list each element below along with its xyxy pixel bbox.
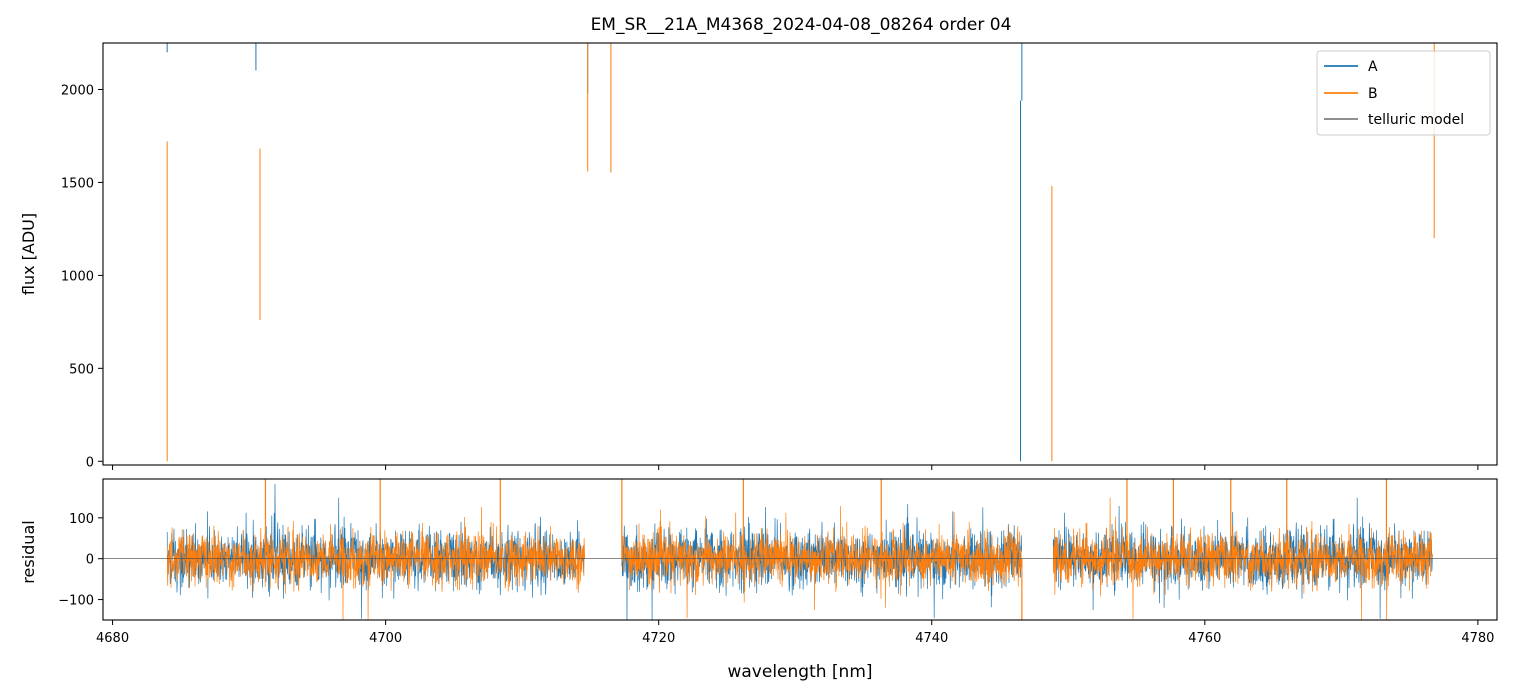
residual-x-tick-label: 4780 <box>1461 631 1494 646</box>
residual-x-tick-label: 4680 <box>96 631 129 646</box>
residual-axes-frame <box>102 478 1498 621</box>
legend: A B telluric model <box>1316 50 1491 136</box>
residual-x-tick-label: 4760 <box>1188 631 1221 646</box>
flux-x-ticks <box>112 465 1479 470</box>
legend-label-a: A <box>1368 59 1378 75</box>
legend-frame <box>1316 50 1491 136</box>
legend-label-telluric: telluric model <box>1368 112 1464 128</box>
x-axis-label: wavelength [nm] <box>727 662 872 682</box>
residual-data-area <box>103 479 1497 620</box>
legend-label-b: B <box>1368 86 1378 102</box>
residual-x-ticks: 4680 4700 4720 4740 4760 4780 <box>96 620 1494 646</box>
residual-y-tick-label: −100 <box>58 594 94 609</box>
series-b-residual-line <box>166 497 1433 620</box>
flux-axes-frame <box>102 42 1498 466</box>
chart-title: EM_SR__21A_M4368_2024-04-08_08264 order … <box>591 15 1012 35</box>
residual-y-axis-label: residual <box>19 520 38 583</box>
flux-y-ticks: 0 500 1000 1500 2000 <box>61 83 103 470</box>
flux-y-axis-label: flux [ADU] <box>19 213 38 295</box>
residual-y-tick-label: 0 <box>86 553 94 568</box>
residual-y-ticks: −100 0 100 <box>58 512 103 609</box>
flux-y-tick-label: 1000 <box>61 269 94 284</box>
flux-y-tick-label: 2000 <box>61 83 94 98</box>
residual-panel: −100 0 100 4680 4700 4720 4740 4760 4780 residu… <box>19 478 1498 646</box>
flux-y-tick-label: 0 <box>86 455 94 470</box>
residual-y-tick-label: 100 <box>69 512 94 527</box>
residual-x-tick-label: 4700 <box>369 631 402 646</box>
residual-x-tick-label: 4740 <box>915 631 948 646</box>
residual-x-tick-label: 4720 <box>642 631 675 646</box>
flux-y-tick-label: 1500 <box>61 176 94 191</box>
flux-y-tick-label: 500 <box>69 362 94 377</box>
flux-panel: 0 500 1000 1500 2000 flux [ADU] A B telluric… <box>19 42 1498 470</box>
